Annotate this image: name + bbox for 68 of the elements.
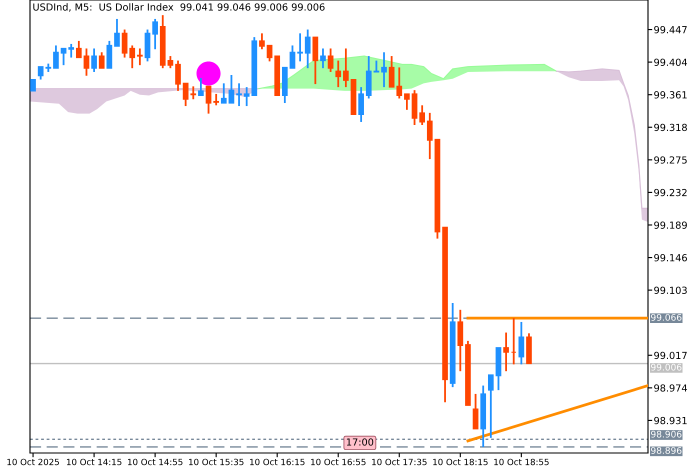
ref-line-label: 98.896	[651, 447, 682, 454]
y-tick-label: 99.189	[654, 221, 687, 229]
candlestick	[328, 48, 334, 73]
candlestick	[457, 308, 464, 372]
candlestick	[213, 93, 220, 106]
candlestick	[175, 60, 181, 92]
candlestick	[91, 48, 97, 73]
ref-line-label: 98.906	[651, 430, 682, 438]
candlestick	[38, 66, 44, 80]
candlestick	[220, 82, 227, 104]
candlestick	[244, 86, 250, 107]
y-tick-label: 99.318	[654, 124, 687, 132]
candlestick	[426, 112, 433, 160]
candlestick	[84, 48, 90, 77]
candlestick	[198, 77, 204, 96]
candlestick	[381, 51, 387, 88]
candlestick	[472, 393, 478, 430]
candlestick	[388, 55, 394, 88]
ref-line-label: 99.066	[651, 314, 682, 321]
chart-title: USDInd, M5: US Dollar Index 99.041 99.046 99.006 99.006	[33, 3, 325, 12]
candlestick	[152, 18, 158, 50]
x-tick-label: 10 Oct 17:35	[372, 458, 427, 466]
y-tick-label: 99.146	[654, 254, 687, 262]
candlestick	[374, 60, 380, 73]
candlestick	[206, 85, 212, 115]
y-tick-label: 99.103	[654, 286, 687, 294]
candlestick	[503, 332, 509, 372]
candlestick	[419, 104, 426, 126]
x-tick-label: 10 Oct 16:55	[311, 458, 366, 466]
x-tick-label: 10 Oct 2025	[7, 458, 59, 466]
x-tick-label: 10 Oct 16:15	[250, 458, 305, 466]
candlestick	[137, 48, 143, 66]
candlestick	[404, 93, 410, 111]
candlestick	[168, 55, 174, 70]
x-tick-label: 10 Oct 14:55	[128, 458, 182, 466]
y-tick-label: 99.361	[654, 91, 687, 99]
y-tick-label: 98.931	[654, 416, 687, 424]
candlestick	[30, 78, 36, 92]
candlestick	[320, 48, 326, 70]
candlestick	[396, 66, 402, 100]
candlestick	[129, 44, 136, 70]
candlestick	[358, 86, 364, 123]
x-tick-label: 10 Oct 15:35	[189, 458, 244, 466]
y-tick-label: 99.232	[654, 188, 687, 196]
candlestick	[304, 28, 311, 70]
x-tick-label: 10 Oct 18:15	[433, 458, 488, 466]
candlestick	[510, 317, 517, 366]
x-tick-label: 10 Oct 18:55	[494, 458, 549, 466]
y-tick-label: 99.017	[654, 352, 687, 360]
ref-line-label: 99.006	[651, 364, 682, 371]
candlestick	[182, 82, 188, 107]
candlestick	[106, 40, 112, 70]
candlestick	[335, 60, 342, 88]
y-tick-label: 99.404	[654, 58, 688, 66]
candlestick	[122, 28, 128, 58]
candlestick	[68, 43, 74, 58]
candlestick	[312, 36, 318, 85]
candlestick	[488, 374, 494, 439]
candlestick	[76, 40, 82, 58]
x-tick-label: 10 Oct 14:15	[66, 458, 122, 466]
y-tick-label: 99.447	[654, 26, 687, 34]
annotation: 17:00	[346, 438, 374, 446]
candlestick	[114, 18, 120, 48]
y-tick-label: 98.974	[654, 384, 688, 392]
y-tick-label: 99.275	[654, 156, 687, 164]
candlestick	[518, 321, 524, 366]
candlestick	[343, 48, 349, 88]
candlestick	[98, 51, 105, 70]
